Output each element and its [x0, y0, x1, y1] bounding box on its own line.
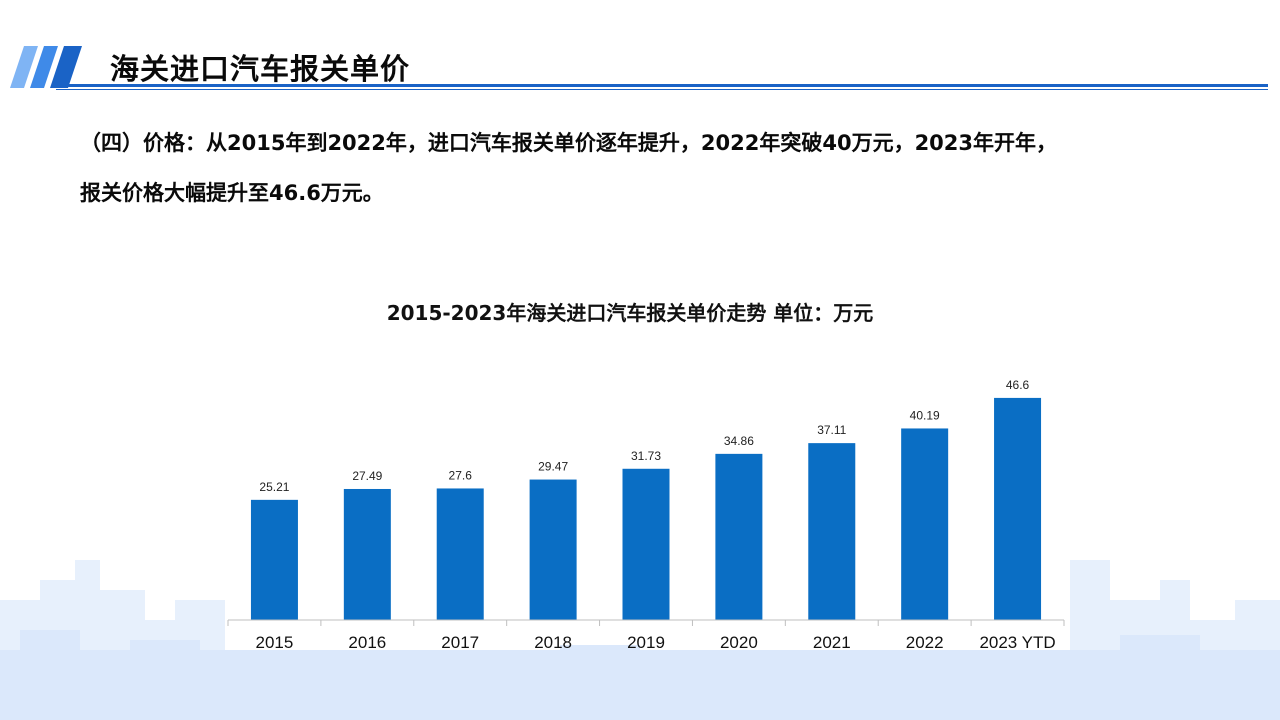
- x-tick-label-5: 2020: [720, 633, 758, 652]
- bar-4: [622, 468, 670, 620]
- data-label-4: 31.73: [631, 449, 661, 463]
- x-tick-label-1: 2016: [348, 633, 386, 652]
- data-label-7: 40.19: [910, 408, 940, 422]
- intro-line-2: 报关价格大幅提升至46.6万元。: [80, 181, 384, 205]
- page-title: 海关进口汽车报关单价: [110, 52, 411, 86]
- data-label-0: 25.21: [259, 480, 289, 494]
- intro-text: （四）价格：从2015年到2022年，进口汽车报关单价逐年提升，2022年突破4…: [80, 118, 1240, 218]
- data-label-8: 46.6: [1006, 378, 1030, 392]
- data-label-5: 34.86: [724, 434, 754, 448]
- bar-3: [529, 479, 577, 620]
- bar-8: [994, 397, 1042, 620]
- x-tick-label-6: 2021: [813, 633, 851, 652]
- x-tick-label-0: 2015: [256, 633, 294, 652]
- bar-2: [436, 488, 484, 620]
- data-label-6: 37.11: [817, 423, 846, 437]
- bar-1: [343, 488, 391, 620]
- bar-0: [250, 499, 298, 620]
- x-tick-label-4: 2019: [627, 633, 665, 652]
- x-tick-label-2: 2017: [441, 633, 479, 652]
- bar-5: [715, 453, 763, 620]
- chart-title: 2015-2023年海关进口汽车报关单价走势 单位：万元: [386, 301, 874, 325]
- header-rule-thin: [56, 89, 1268, 90]
- data-label-2: 27.6: [449, 468, 473, 482]
- data-label-1: 27.49: [352, 469, 382, 483]
- header-stripes-icon: [10, 46, 82, 88]
- data-label-3: 29.47: [538, 460, 568, 474]
- x-tick-label-7: 2022: [906, 633, 944, 652]
- header-rule: [56, 84, 1268, 87]
- intro-line-1: （四）价格：从2015年到2022年，进口汽车报关单价逐年提升，2022年突破4…: [80, 131, 1058, 155]
- bar-6: [808, 443, 856, 620]
- x-tick-label-8: 2023 YTD: [979, 633, 1055, 652]
- slide-header: 海关进口汽车报关单价: [0, 0, 1280, 100]
- x-tick-label-3: 2018: [534, 633, 572, 652]
- bar-7: [901, 428, 949, 620]
